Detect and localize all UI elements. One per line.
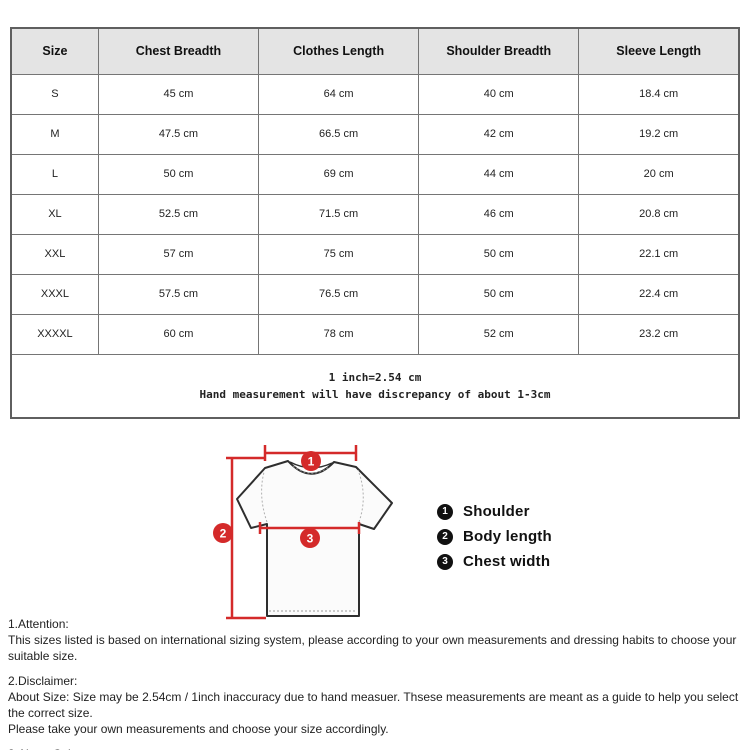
table-cell: 22.4 cm [578,273,740,315]
column-header-size: Size [10,27,99,75]
table-cell: 76.5 cm [258,273,420,315]
table-cell: 57.5 cm [97,273,260,315]
legend-item-body-length: 2 Body length [437,524,552,549]
table-cell: 66.5 cm [258,113,420,155]
left-sleeve-seam [261,471,268,523]
table-cell: 64 cm [258,73,420,115]
attention-heading: 1.Attention: [8,617,69,631]
svg-text:3: 3 [307,532,314,546]
table-row-s: S 45 cm 64 cm 40 cm 18.4 cm [10,73,740,115]
table-body: S 45 cm 64 cm 40 cm 18.4 cm M 47.5 cm 66… [10,73,740,355]
table-cell: 71.5 cm [258,193,420,235]
attention-text: This sizes listed is based on internatio… [8,633,737,663]
size-cell: XL [10,193,99,235]
size-cell: L [10,153,99,195]
circled-number-3-icon: 3 [437,553,453,570]
table-cell: 20.8 cm [578,193,740,235]
disclaimer-text-2: Please take your own measurements and ch… [8,722,389,736]
size-cell: S [10,73,99,115]
table-cell: 47.5 cm [97,113,260,155]
table-cell: 75 cm [258,233,420,275]
badge-3: 3 [300,528,320,548]
table-cell: 60 cm [97,313,260,355]
table-row-xxxxl: XXXXL 60 cm 78 cm 52 cm 23.2 cm [10,313,740,355]
legend-item-shoulder: 1 Shoulder [437,499,552,524]
table-cell: 19.2 cm [578,113,740,155]
column-header-chest-breadth: Chest Breadth [97,27,260,75]
size-cell: XXXL [10,273,99,315]
svg-text:2: 2 [220,527,227,541]
column-header-shoulder-breadth: Shoulder Breadth [418,27,580,75]
table-row-l: L 50 cm 69 cm 44 cm 20 cm [10,153,740,195]
table-cell: 22.1 cm [578,233,740,275]
body-length-measure-line [226,456,266,620]
size-cell: XXL [10,233,99,275]
circled-number-1-icon: 1 [437,503,453,520]
chest-width-measure-line [258,522,361,534]
table-cell: 52.5 cm [97,193,260,235]
size-chart-table: Size Chest Breadth Clothes Length Should… [10,27,740,419]
size-cell: M [10,113,99,155]
table-cell: 78 cm [258,313,420,355]
table-cell: 52 cm [418,313,580,355]
legend-label: Body length [463,528,552,545]
table-cell: 23.2 cm [578,313,740,355]
table-row-xxl: XXL 57 cm 75 cm 50 cm 22.1 cm [10,233,740,275]
table-cell: 50 cm [418,273,580,315]
right-sleeve-seam [357,469,364,523]
disclaimer-text-1: About Size: Size may be 2.54cm / 1inch i… [8,690,739,720]
legend-label: Shoulder [463,503,530,520]
table-cell: 50 cm [97,153,260,195]
table-header-row: Size Chest Breadth Clothes Length Should… [10,27,740,75]
table-cell: 57 cm [97,233,260,275]
about-color-heading: 3.About Color: [8,746,744,750]
table-row-m: M 47.5 cm 66.5 cm 42 cm 19.2 cm [10,113,740,155]
attention-section: 1.Attention: This sizes listed is based … [8,616,744,664]
badge-2: 2 [213,523,233,543]
table-cell: 45 cm [97,73,260,115]
svg-text:1: 1 [308,455,315,469]
measurement-note: 1 inch=2.54 cm Hand measurement will hav… [10,353,740,419]
table-row-xl: XL 52.5 cm 71.5 cm 46 cm 20.8 cm [10,193,740,235]
table-cell: 20 cm [578,153,740,195]
legend-label: Chest width [463,553,551,570]
table-cell: 44 cm [418,153,580,195]
disclaimer-section: 2.Disclaimer: About Size: Size may be 2.… [8,673,744,737]
circled-number-2-icon: 2 [437,528,453,545]
note-line-2: Hand measurement will have discrepancy o… [199,387,551,401]
table-row-xxxl: XXXL 57.5 cm 76.5 cm 50 cm 22.4 cm [10,273,740,315]
disclaimer-heading: 2.Disclaimer: [8,674,78,688]
table-cell: 18.4 cm [578,73,740,115]
table-cell: 46 cm [418,193,580,235]
badge-1: 1 [301,451,321,471]
legend-item-chest-width: 3 Chest width [437,549,552,574]
table-note-row: 1 inch=2.54 cm Hand measurement will hav… [10,353,740,419]
notes-area: 1.Attention: This sizes listed is based … [8,616,744,750]
table-cell: 40 cm [418,73,580,115]
note-line-1: 1 inch=2.54 cm [328,370,422,384]
size-cell: XXXXL [10,313,99,355]
measurement-legend: 1 Shoulder 2 Body length 3 Chest width [437,499,552,574]
about-color-section: 3.About Color: The precise color of a cl… [8,746,744,750]
table-cell: 42 cm [418,113,580,155]
table-cell: 69 cm [258,153,420,195]
column-header-sleeve-length: Sleeve Length [578,27,740,75]
tshirt-measurement-diagram: 1 2 3 [213,445,393,620]
column-header-clothes-length: Clothes Length [258,27,420,75]
table-cell: 50 cm [418,233,580,275]
